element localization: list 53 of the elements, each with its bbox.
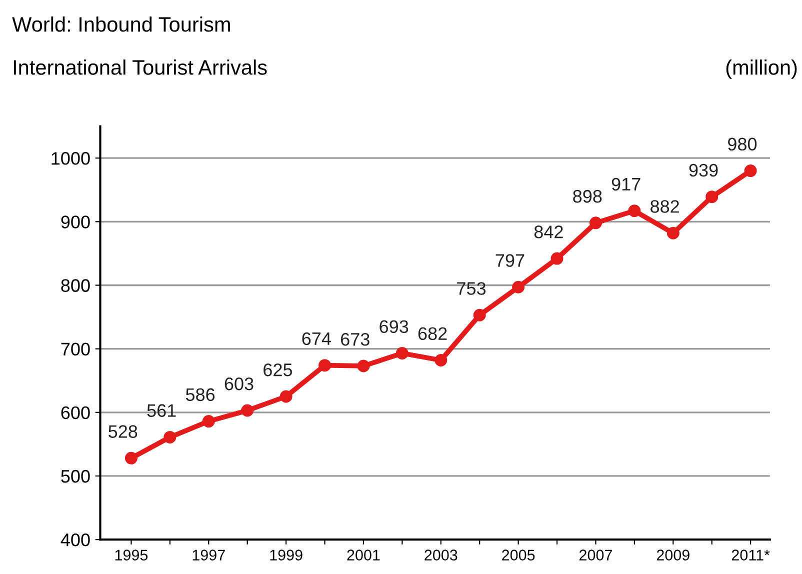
x-tick-label: 2007 [580,550,612,561]
data-label: 528 [108,425,138,438]
chart-title: World: Inbound Tourism [12,16,230,32]
y-tick-label: 700 [61,342,90,356]
x-tick-label: 1999 [270,550,302,561]
point [666,226,680,240]
data-label: 882 [650,200,679,213]
point [589,216,602,230]
data-label: 561 [147,404,176,417]
x-tick-label: 2001 [347,550,380,561]
point [550,252,564,265]
y-tick-label: 600 [61,406,90,420]
y-axis-title: (million) [726,60,797,79]
point [318,359,332,372]
data-label: 682 [418,327,447,340]
data-label: 917 [612,178,640,191]
y-tick-label: 500 [61,470,90,483]
point [512,280,525,294]
chart-subtitle: International Tourist Arrivals [14,60,267,75]
data-label: 797 [496,254,524,267]
point [357,360,370,372]
y-tick-label: 1000 [52,152,90,165]
data-label: 842 [534,226,563,238]
data-label: 939 [689,164,718,177]
data-label: 674 [302,332,331,346]
point [744,164,757,178]
point [628,204,641,218]
x-tick-label: 2011* [732,550,770,561]
data-label: 625 [264,363,292,376]
x-tick-label: 2009 [656,550,690,561]
x-tick-label: 2003 [424,550,458,561]
point [124,452,138,464]
data-label: 586 [186,388,215,402]
data-label: 603 [224,377,254,390]
point [241,404,254,417]
point [202,415,215,428]
y-tick-label: 900 [61,216,90,228]
point [706,190,718,204]
data-label: 753 [457,282,486,295]
y-tick-label: 800 [61,279,90,292]
data-label: 898 [573,190,602,203]
point [473,308,486,322]
data-label: 693 [380,320,408,334]
y-tick-label: 400 [60,533,90,546]
x-tick-label: 2005 [502,550,535,561]
data-label: 980 [728,138,757,151]
point [280,390,292,403]
x-tick-label: 1995 [115,550,148,561]
data-label: 673 [340,332,370,346]
x-tick-label: 1997 [192,550,225,561]
point [396,347,408,360]
point [164,430,176,444]
point [434,354,448,367]
